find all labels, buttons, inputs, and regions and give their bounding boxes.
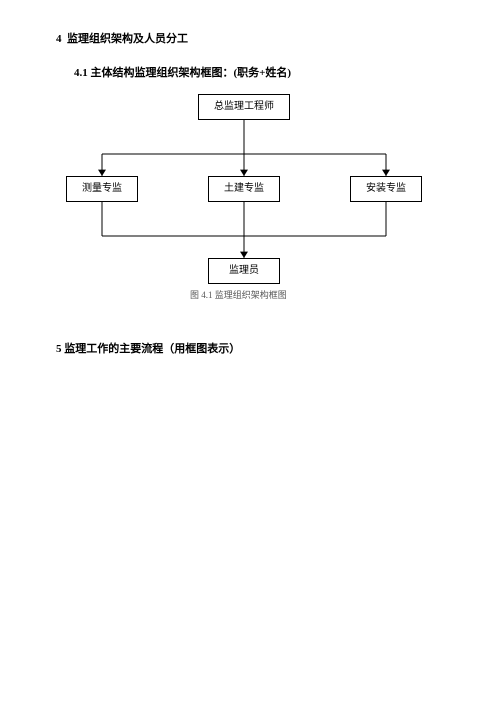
node-top: 总监理工程师 xyxy=(198,94,290,114)
node-left: 测量专监 xyxy=(66,176,138,196)
node-right-underbar xyxy=(350,195,422,202)
node-top-underbar xyxy=(198,113,290,120)
node-right-label: 安装专监 xyxy=(366,179,406,194)
node-right: 安装专监 xyxy=(350,176,422,196)
node-bottom: 监理员 xyxy=(208,258,280,278)
node-bottom-label: 监理员 xyxy=(229,261,259,276)
section-4-1-number: 4.1 xyxy=(74,67,88,79)
org-chart-caption: 图 4.1 监理组织架构框图 xyxy=(190,288,287,301)
node-left-label: 测量专监 xyxy=(82,179,122,194)
node-mid-underbar xyxy=(208,195,280,202)
section-4-text: 监理组织架构及人员分工 xyxy=(67,33,188,45)
section-4-heading: 4 监理组织架构及人员分工 xyxy=(56,30,188,46)
section-5-text: 监理工作的主要流程（用框图表示） xyxy=(64,343,240,355)
node-bottom-underbar xyxy=(208,277,280,284)
node-mid: 土建专监 xyxy=(208,176,280,196)
section-4-1-text: 主体结构监理组织架构框图：(职务+姓名) xyxy=(91,67,292,79)
section-4-number: 4 xyxy=(56,33,62,45)
node-mid-label: 土建专监 xyxy=(224,179,264,194)
section-5-number: 5 xyxy=(56,343,62,355)
node-left-underbar xyxy=(66,195,138,202)
section-5-heading: 5 监理工作的主要流程（用框图表示） xyxy=(56,340,240,356)
node-top-label: 总监理工程师 xyxy=(214,97,274,112)
section-4-1-heading: 4.1 主体结构监理组织架构框图：(职务+姓名) xyxy=(74,64,291,80)
